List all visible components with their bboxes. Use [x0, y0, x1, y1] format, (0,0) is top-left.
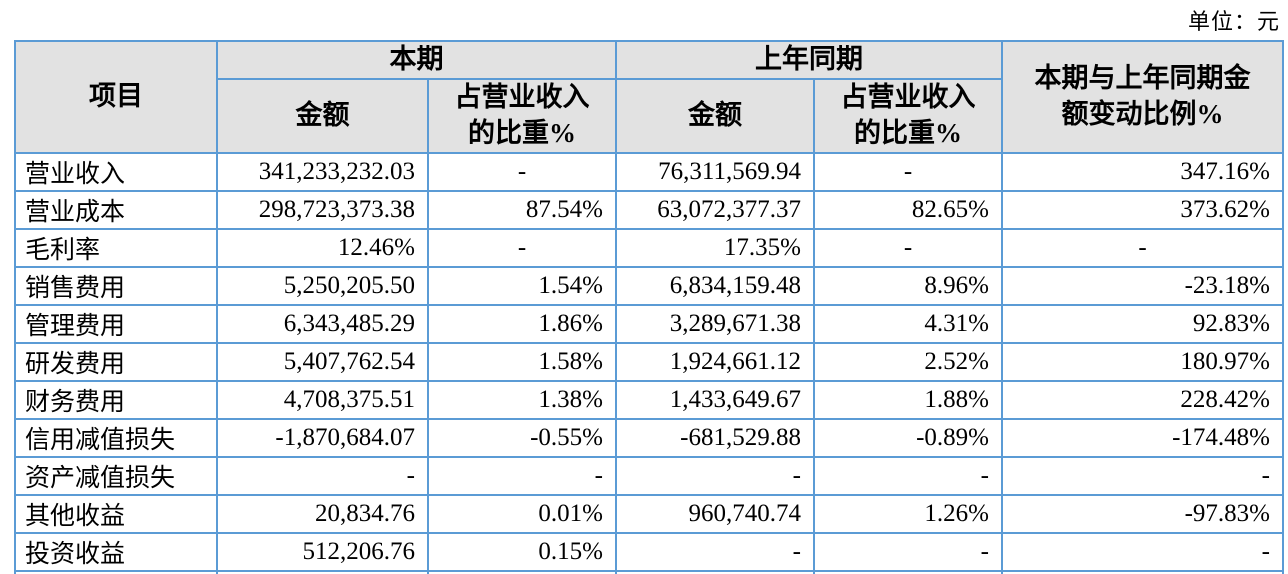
cell-empty — [427, 570, 617, 574]
cell-empty — [615, 570, 815, 574]
cell-item: 营业收入 — [14, 152, 218, 192]
table-row: 毛利率 12.46% -17.35% - - — [14, 228, 1284, 268]
cell-value: -0.55% — [427, 418, 617, 458]
cell-empty — [813, 570, 1003, 574]
cell-value: 5,407,762.54 — [216, 342, 429, 382]
cell-item: 其他收益 — [14, 494, 218, 534]
header-row-groups: 项目 本期 上年同期 本期与上年同期金 额变动比例% — [14, 40, 1284, 154]
cell-item: 财务费用 — [14, 380, 218, 420]
cell-value: 92.83% — [1001, 304, 1284, 344]
header-change-ratio: 本期与上年同期金 额变动比例% — [1001, 40, 1284, 154]
cell-value: 1,924,661.12 — [615, 342, 815, 382]
cell-value: - — [813, 228, 1003, 268]
cell-item: 毛利率 — [14, 228, 218, 268]
cell-value: 6,343,485.29 — [216, 304, 429, 344]
cell-item: 营业成本 — [14, 190, 218, 230]
cell-value: 3,289,671.38 — [615, 304, 815, 344]
cell-value: 0.01% — [427, 494, 617, 534]
table-row: 资产减值损失 - - - - - — [14, 456, 1284, 496]
header-item: 项目 — [14, 40, 218, 154]
cell-value: - — [813, 152, 1003, 192]
cell-value: - — [427, 456, 617, 496]
header-prior-amount: 金额 — [615, 78, 815, 154]
cell-value: 2.52% — [813, 342, 1003, 382]
cell-value: 347.16% — [1001, 152, 1284, 192]
cell-value: 298,723,373.38 — [216, 190, 429, 230]
table-row: 营业收入 341,233,232.03-76,311,569.94-347.16% — [14, 152, 1284, 192]
cell-value: 228.42% — [1001, 380, 1284, 420]
table-row: 其他收益 20,834.76 0.01% 960,740.74 1.26% -97.83% — [14, 494, 1284, 534]
cell-value: 20,834.76 — [216, 494, 429, 534]
cell-value: 8.96% — [813, 266, 1003, 306]
cell-item: 销售费用 — [14, 266, 218, 306]
cell-value: 1.86% — [427, 304, 617, 344]
cell-item: 投资收益 — [14, 532, 218, 572]
header-row-subcolumns: 金额 占营业收入 的比重% 金额 占营业收入 的比重% — [15, 78, 1283, 154]
cell-value: 4.31% — [813, 304, 1003, 344]
cell-value: 0.15% — [427, 532, 617, 572]
financial-comparison-table: 项目 本期 上年同期 本期与上年同期金 额变动比例% 金额 占营业收入 的比重%… — [14, 40, 1284, 574]
cell-value: - — [615, 532, 815, 572]
table-row: 财务费用 4,708,375.51 1.38% 1,433,649.67 1.88% 22… — [14, 380, 1284, 420]
header-current-amount: 金额 — [216, 78, 429, 154]
header-prior-period: 上年同期 — [615, 40, 1003, 80]
cell-value: -0.89% — [813, 418, 1003, 458]
cell-value: 1.26% — [813, 494, 1003, 534]
cell-value: 1.58% — [427, 342, 617, 382]
cell-value: 180.97% — [1001, 342, 1284, 382]
cell-value: 87.54% — [427, 190, 617, 230]
cell-value: - — [427, 152, 617, 192]
cell-value: 4,708,375.51 — [216, 380, 429, 420]
unit-label: 单位：元 — [1187, 9, 1280, 34]
table-body: 营业收入 341,233,232.03-76,311,569.94-347.16%… — [14, 152, 1284, 574]
cell-value: 17.35% — [615, 228, 815, 268]
cell-value: 341,233,232.03 — [216, 152, 429, 192]
cell-item: 管理费用 — [14, 304, 218, 344]
cell-value: 76,311,569.94 — [615, 152, 815, 192]
header-current-period: 本期 — [216, 40, 617, 80]
cell-value: -23.18% — [1001, 266, 1284, 306]
table-row: 信用减值损失 -1,870,684.07 -0.55% -681,529.88 -0.8… — [14, 418, 1284, 458]
cell-value: - — [813, 456, 1003, 496]
cell-item: 研发费用 — [14, 342, 218, 382]
cell-value: - — [216, 456, 429, 496]
cell-value: 1.38% — [427, 380, 617, 420]
cell-value: 512,206.76 — [216, 532, 429, 572]
table-row: 营业成本 298,723,373.38 87.54% 63,072,377.37 82.… — [14, 190, 1284, 230]
table-row: 研发费用 5,407,762.54 1.58% 1,924,661.12 2.52% 18… — [14, 342, 1284, 382]
cell-item: 资产减值损失 — [14, 456, 218, 496]
cell-empty — [14, 570, 218, 574]
cell-value: -97.83% — [1001, 494, 1284, 534]
cell-value: -681,529.88 — [615, 418, 815, 458]
header-current-pct-of-revenue: 占营业收入 的比重% — [427, 78, 617, 154]
cell-value: - — [1001, 456, 1284, 496]
cell-value: 12.46% — [216, 228, 429, 268]
cell-value: - — [427, 228, 617, 268]
cell-value: -1,870,684.07 — [216, 418, 429, 458]
table-row: 销售费用 5,250,205.50 1.54% 6,834,159.48 8.96% -2… — [14, 266, 1284, 306]
cell-empty — [216, 570, 429, 574]
cell-value: 1.88% — [813, 380, 1003, 420]
cell-value: 960,740.74 — [615, 494, 815, 534]
cell-value: - — [1001, 532, 1284, 572]
cell-value: - — [813, 532, 1003, 572]
header-prior-pct-of-revenue: 占营业收入 的比重% — [813, 78, 1003, 154]
cell-value: 373.62% — [1001, 190, 1284, 230]
cell-value: 5,250,205.50 — [216, 266, 429, 306]
cell-value: 63,072,377.37 — [615, 190, 815, 230]
cell-value: - — [1001, 228, 1284, 268]
cell-value: - — [615, 456, 815, 496]
cell-value: 82.65% — [813, 190, 1003, 230]
cell-item: 信用减值损失 — [14, 418, 218, 458]
cell-value: 1.54% — [427, 266, 617, 306]
cell-empty — [1001, 570, 1284, 574]
cell-value: 6,834,159.48 — [615, 266, 815, 306]
cell-value: -174.48% — [1001, 418, 1284, 458]
table-row: 投资收益 512,206.76 0.15% - - - — [14, 532, 1284, 572]
table-row: 管理费用 6,343,485.29 1.86% 3,289,671.38 4.31% 92… — [14, 304, 1284, 344]
cell-value: 1,433,649.67 — [615, 380, 815, 420]
table-row-clipped — [14, 570, 1284, 574]
